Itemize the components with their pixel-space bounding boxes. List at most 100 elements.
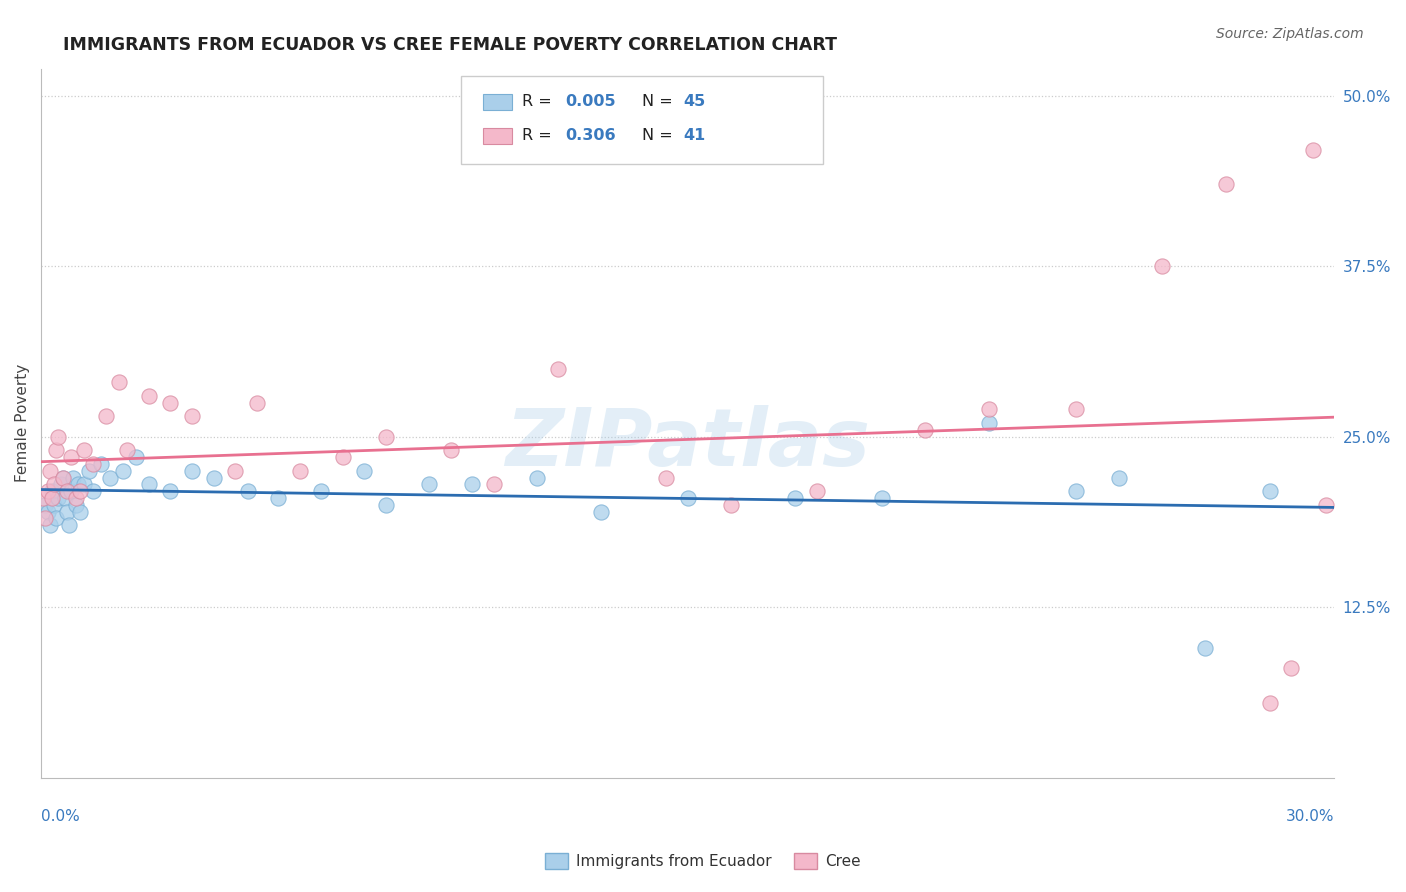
Point [73,477,96,491]
FancyBboxPatch shape [484,94,512,110]
Point [82,484,104,499]
Point [374,430,396,444]
Point [311,484,333,499]
Point [52,470,75,484]
Text: 0.0%: 0.0% [41,809,80,824]
Text: Source: ZipAtlas.com: Source: ZipAtlas.com [1216,27,1364,41]
Point [1064,402,1087,417]
Point [42,498,65,512]
Point [37,505,59,519]
Text: ZIPatlas: ZIPatlas [505,405,870,483]
Point [1315,498,1337,512]
Point [42,477,65,491]
Point [1279,661,1302,675]
Point [439,443,461,458]
Text: IMMIGRANTS FROM ECUADOR VS CREE FEMALE POVERTY CORRELATION CHART: IMMIGRANTS FROM ECUADOR VS CREE FEMALE P… [63,36,837,54]
Point [65,491,87,505]
Point [48,491,70,505]
Point [547,361,569,376]
Text: 0.005: 0.005 [565,95,616,110]
Point [181,409,204,424]
Point [288,464,311,478]
Point [125,450,148,464]
Point [1302,144,1324,158]
Point [591,505,613,519]
Point [82,457,104,471]
Point [267,491,290,505]
Point [94,409,117,424]
Point [806,484,828,499]
Point [45,443,67,458]
Point [66,477,89,491]
Point [60,450,83,464]
Point [53,491,76,505]
Point [56,505,79,519]
Point [159,484,181,499]
Point [418,477,440,491]
Point [785,491,807,505]
Point [56,484,79,499]
Point [246,395,269,409]
Point [914,423,936,437]
Point [49,477,72,491]
Point [655,470,678,484]
Point [98,470,121,484]
Point [111,464,134,478]
Point [224,464,246,478]
Point [870,491,893,505]
Text: R =: R = [522,128,557,144]
Text: 45: 45 [683,95,706,110]
Point [332,450,354,464]
Point [1215,178,1237,192]
Point [1258,696,1281,710]
Text: N =: N = [643,128,678,144]
Point [38,518,60,533]
Point [979,416,1001,430]
FancyBboxPatch shape [461,76,824,164]
Point [1194,640,1216,655]
Text: 41: 41 [683,128,706,144]
Point [1258,484,1281,499]
Point [41,491,63,505]
Point [138,389,160,403]
Point [73,443,96,458]
Point [77,464,100,478]
Point [45,511,67,525]
Point [38,464,60,478]
Point [41,484,63,499]
Point [979,402,1001,417]
Point [720,498,742,512]
Text: N =: N = [643,95,678,110]
Point [202,470,225,484]
Point [159,395,181,409]
Text: R =: R = [522,95,557,110]
Point [676,491,699,505]
Point [353,464,375,478]
Point [1064,484,1087,499]
Point [32,491,55,505]
Point [482,477,505,491]
Text: 30.0%: 30.0% [1285,809,1334,824]
Point [69,505,91,519]
Point [374,498,396,512]
Point [62,470,84,484]
Point [1108,470,1130,484]
Point [1150,259,1173,273]
Point [69,484,91,499]
Y-axis label: Female Poverty: Female Poverty [15,364,30,483]
Text: 0.306: 0.306 [565,128,616,144]
Legend: Immigrants from Ecuador, Cree: Immigrants from Ecuador, Cree [540,847,866,875]
Point [37,484,59,499]
Point [48,430,70,444]
Point [52,470,75,484]
Point [236,484,259,499]
Point [461,477,484,491]
FancyBboxPatch shape [484,128,512,144]
Point [58,518,80,533]
Point [107,375,129,389]
Point [181,464,204,478]
Point [34,498,56,512]
Point [526,470,548,484]
Point [138,477,160,491]
Point [65,498,87,512]
